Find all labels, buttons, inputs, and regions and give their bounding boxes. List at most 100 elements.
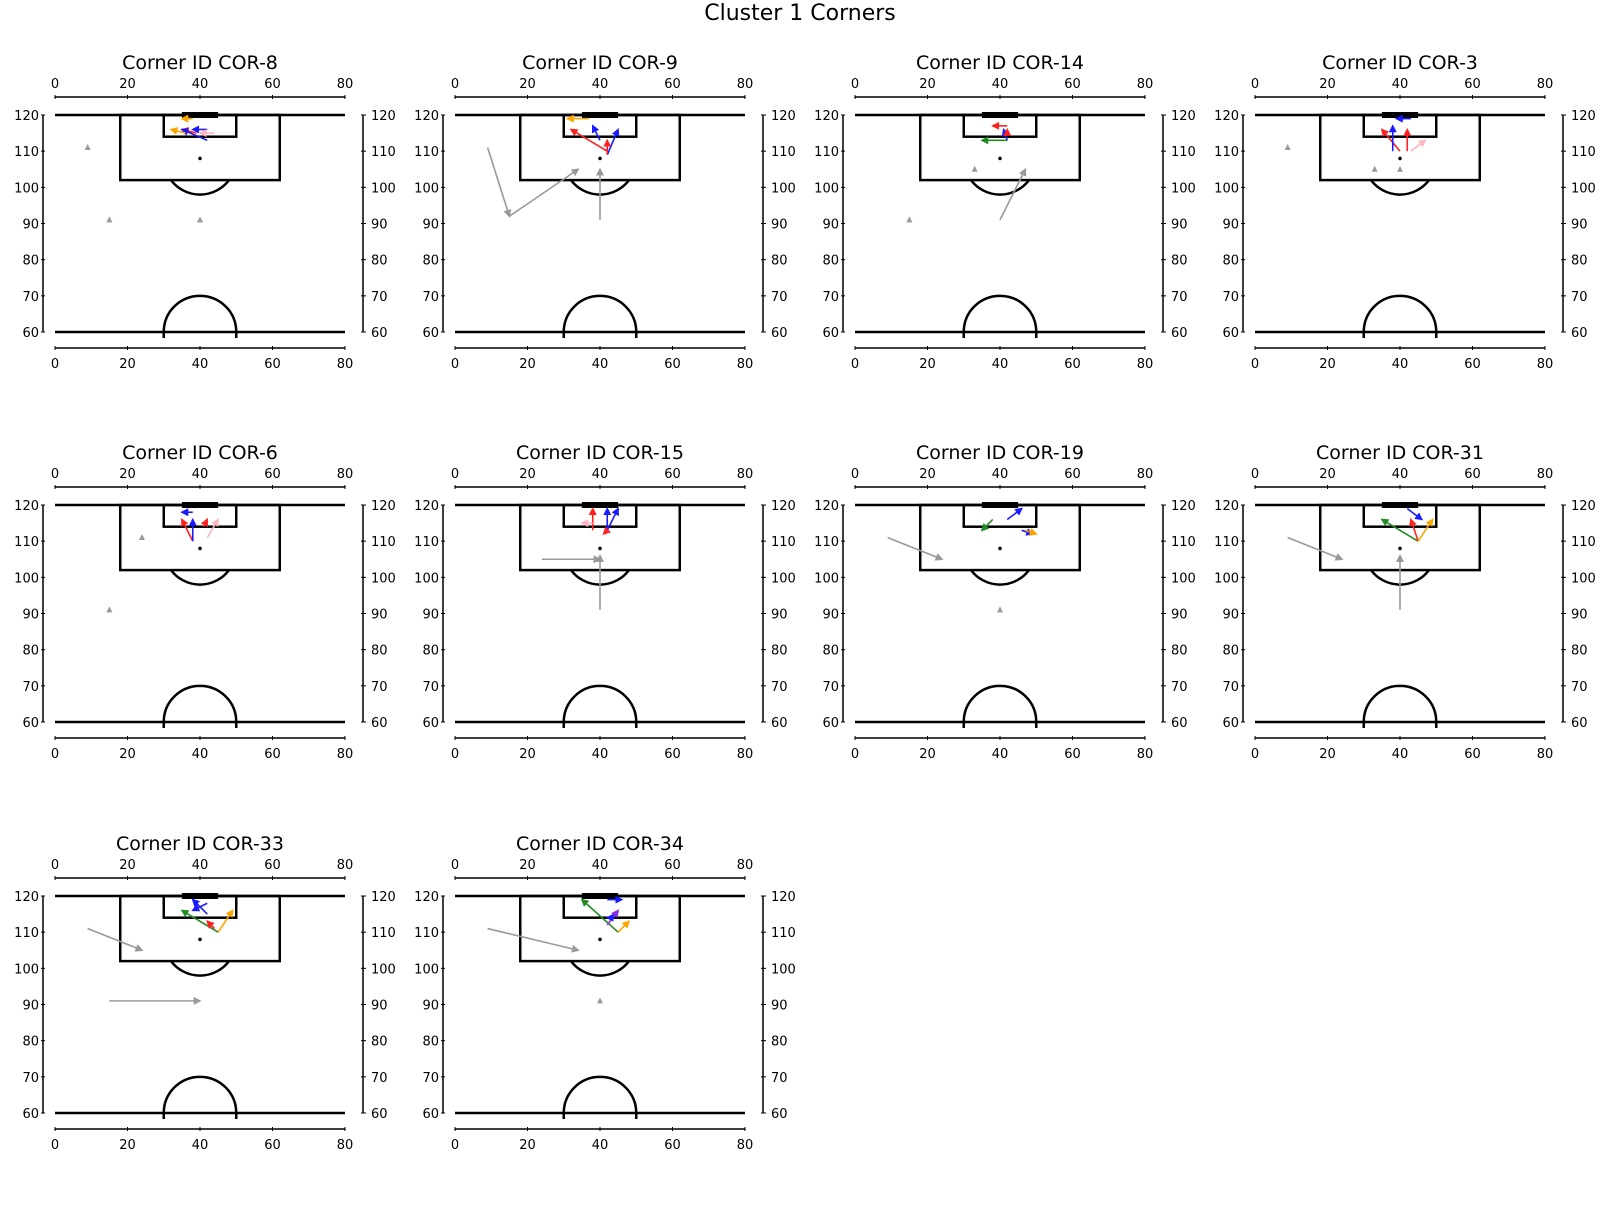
- x-tick-label-top: 60: [664, 858, 681, 873]
- y-tick-label-left: 80: [22, 254, 39, 269]
- movement-arrow: [206, 920, 216, 930]
- penalty-arc: [970, 179, 1030, 196]
- y-tick-label-left: 90: [22, 999, 39, 1014]
- x-tick-label-bottom: 80: [1537, 747, 1554, 762]
- x-tick-label-bottom: 20: [519, 747, 536, 762]
- x-tick-label-top: 80: [1537, 467, 1554, 482]
- y-tick-label-right: 90: [1571, 218, 1588, 233]
- pitch-panel: Corner ID COR-31 0 0 20 20 40 40 60 60 80 80 60 60 70…: [1214, 442, 1596, 762]
- y-tick-label-right: 100: [1171, 181, 1196, 196]
- panel-title: Corner ID COR-33: [116, 833, 284, 855]
- axis-ticks: 0 0 20 20 40 40 60 60 80 80 60 60 70 70 80 80 90 90 100 100…: [14, 467, 396, 762]
- x-tick-label-top: 20: [519, 467, 536, 482]
- x-tick-label-top: 40: [1392, 77, 1409, 92]
- x-tick-label-bottom: 40: [192, 357, 209, 372]
- y-tick-label-right: 60: [771, 716, 788, 731]
- y-tick-label-right: 120: [371, 499, 396, 514]
- y-tick-label-right: 90: [771, 608, 788, 623]
- y-tick-label-right: 100: [1171, 571, 1196, 586]
- x-tick-label-bottom: 40: [1392, 357, 1409, 372]
- y-tick-label-right: 80: [771, 644, 788, 659]
- panel-title: Corner ID COR-8: [122, 52, 278, 74]
- y-tick-label-left: 120: [414, 109, 439, 124]
- x-tick-label-top: 60: [664, 77, 681, 92]
- x-tick-label-top: 80: [737, 467, 754, 482]
- axis-ticks: 0 0 20 20 40 40 60 60 80 80 60 60 70 70 80 80 90 90 100 100…: [1214, 77, 1596, 372]
- x-tick-label-bottom: 0: [1251, 747, 1259, 762]
- y-tick-label-left: 90: [422, 999, 439, 1014]
- y-tick-label-left: 120: [414, 499, 439, 514]
- player-marker: [997, 606, 1003, 613]
- y-tick-label-right: 90: [771, 218, 788, 233]
- y-tick-label-right: 90: [371, 608, 388, 623]
- penalty-spot: [198, 156, 202, 161]
- x-tick-label-bottom: 40: [1392, 747, 1409, 762]
- player-marker: [84, 144, 91, 151]
- penalty-arc: [970, 569, 1030, 586]
- penalty-spot: [998, 156, 1002, 161]
- y-tick-label-left: 110: [14, 535, 39, 550]
- x-tick-label-bottom: 40: [592, 747, 609, 762]
- y-tick-label-left: 110: [414, 535, 439, 550]
- y-tick-label-left: 70: [1222, 680, 1239, 695]
- y-tick-label-left: 60: [422, 326, 439, 341]
- six-yard-box: [562, 503, 638, 528]
- y-tick-label-right: 60: [1171, 326, 1188, 341]
- y-tick-label-right: 70: [371, 1071, 388, 1086]
- x-tick-label-bottom: 0: [51, 357, 59, 372]
- y-tick-label-right: 120: [1571, 109, 1596, 124]
- y-tick-label-left: 90: [822, 608, 839, 623]
- y-tick-label-left: 120: [1214, 109, 1239, 124]
- x-tick-label-bottom: 80: [1537, 357, 1554, 372]
- y-tick-label-left: 110: [414, 926, 439, 941]
- x-tick-label-top: 80: [1137, 467, 1154, 482]
- x-tick-label-top: 60: [264, 77, 281, 92]
- y-tick-label-left: 100: [1214, 571, 1239, 586]
- y-tick-label-right: 110: [371, 926, 396, 941]
- panel-title: Corner ID COR-6: [122, 442, 278, 464]
- movement-arrow: [980, 518, 994, 532]
- y-tick-label-left: 100: [1214, 181, 1239, 196]
- y-tick-label-right: 80: [1171, 644, 1188, 659]
- y-tick-label-right: 60: [371, 326, 388, 341]
- x-tick-label-bottom: 80: [1137, 747, 1154, 762]
- penalty-box: [919, 503, 1081, 572]
- x-tick-label-top: 60: [664, 467, 681, 482]
- movement-arrow: [180, 128, 208, 142]
- penalty-box: [519, 894, 681, 963]
- y-tick-label-left: 120: [14, 499, 39, 514]
- y-tick-label-right: 90: [371, 999, 388, 1014]
- x-tick-label-bottom: 40: [192, 747, 209, 762]
- x-tick-label-top: 0: [851, 77, 859, 92]
- y-tick-label-right: 100: [371, 571, 396, 586]
- y-tick-label-right: 80: [771, 254, 788, 269]
- x-tick-label-bottom: 80: [337, 357, 354, 372]
- movement-arrow: [87, 927, 144, 952]
- player-marker: [197, 216, 203, 223]
- axis-ticks: 0 0 20 20 40 40 60 60 80 80 60 60 70 70 80 80 90 90 100 100…: [1214, 467, 1596, 762]
- y-tick-label-right: 110: [1171, 535, 1196, 550]
- y-tick-label-left: 80: [1222, 644, 1239, 659]
- y-tick-label-left: 60: [822, 326, 839, 341]
- x-tick-label-bottom: 0: [451, 357, 459, 372]
- x-tick-label-bottom: 60: [264, 357, 281, 372]
- player-marker: [1397, 165, 1403, 172]
- y-tick-label-left: 110: [414, 145, 439, 160]
- y-tick-label-right: 120: [371, 890, 396, 905]
- x-tick-label-bottom: 0: [51, 1138, 59, 1153]
- y-tick-label-right: 60: [371, 1107, 388, 1122]
- x-tick-label-top: 40: [592, 858, 609, 873]
- panels: Corner ID COR-8 0 0 20 20 40 40 60 60 80 80 60 60 70 7…: [14, 52, 1596, 1153]
- y-tick-label-left: 120: [14, 890, 39, 905]
- panel-title: Corner ID COR-34: [516, 833, 684, 855]
- y-tick-label-right: 120: [1171, 109, 1196, 124]
- y-tick-label-left: 60: [22, 716, 39, 731]
- panel-title: Corner ID COR-31: [1316, 442, 1484, 464]
- pitch-panel: Corner ID COR-8 0 0 20 20 40 40 60 60 80 80 60 60 70 7…: [14, 52, 396, 372]
- y-tick-label-right: 120: [371, 109, 396, 124]
- movement-arrow: [487, 927, 580, 953]
- movement-arrow: [206, 518, 219, 538]
- y-tick-label-right: 70: [771, 290, 788, 305]
- penalty-arc: [570, 960, 630, 977]
